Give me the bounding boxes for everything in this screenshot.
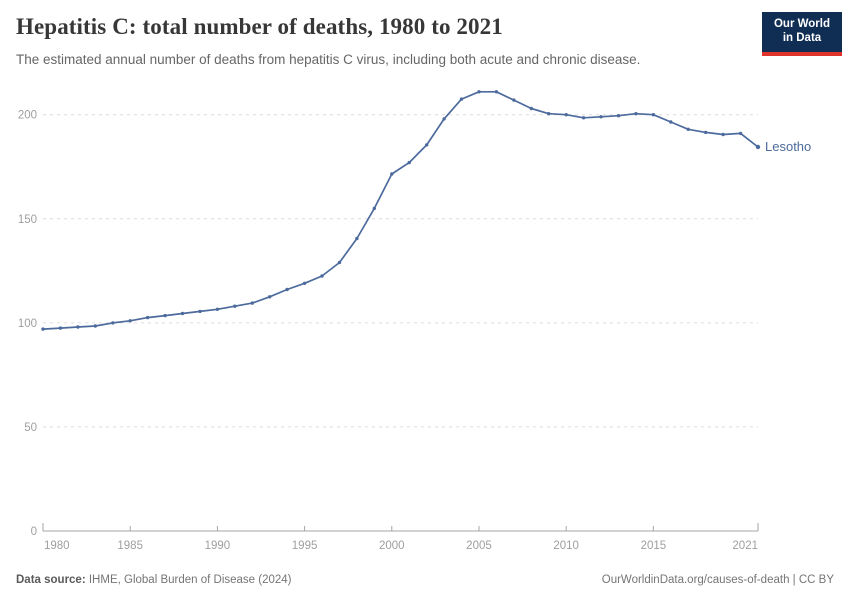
- data-point[interactable]: [704, 130, 708, 135]
- y-axis-tick-label: 100: [18, 318, 37, 330]
- owid-logo[interactable]: Our World in Data: [762, 12, 842, 56]
- data-point[interactable]: [268, 295, 272, 299]
- x-axis-tick-label: 2005: [466, 540, 492, 552]
- data-source-note: Data source: IHME, Global Burden of Dise…: [16, 574, 292, 586]
- data-point[interactable]: [616, 114, 621, 118]
- data-point[interactable]: [302, 281, 307, 285]
- data-point[interactable]: [390, 172, 394, 176]
- x-axis-tick-label: 2021: [732, 540, 758, 552]
- data-point[interactable]: [459, 97, 464, 101]
- data-point[interactable]: [407, 160, 411, 165]
- data-point[interactable]: [686, 127, 690, 131]
- x-axis-tick-label: 2015: [641, 540, 667, 552]
- data-point[interactable]: [425, 143, 429, 147]
- owid-url-license-link[interactable]: OurWorldinData.org/causes-of-death | CC …: [601, 574, 834, 586]
- data-point[interactable]: [180, 311, 185, 316]
- data-point[interactable]: [76, 325, 80, 329]
- data-point[interactable]: [128, 319, 132, 323]
- data-point[interactable]: [372, 206, 376, 211]
- y-axis-tick-label: 50: [24, 422, 37, 434]
- data-point[interactable]: [669, 120, 673, 124]
- x-axis-tick-label: 1985: [117, 540, 143, 552]
- x-axis-tick-label: 1980: [44, 540, 70, 552]
- y-axis-tick-label: 0: [31, 526, 37, 538]
- data-point[interactable]: [564, 113, 568, 117]
- y-axis-tick-label: 150: [18, 214, 37, 226]
- data-point[interactable]: [529, 106, 533, 111]
- x-axis-tick-label: 2000: [379, 540, 405, 552]
- data-point[interactable]: [215, 307, 220, 311]
- data-point[interactable]: [547, 112, 551, 116]
- data-point[interactable]: [250, 301, 254, 305]
- data-point[interactable]: [512, 98, 516, 102]
- data-point[interactable]: [599, 115, 603, 119]
- data-point[interactable]: [233, 304, 237, 308]
- data-point[interactable]: [442, 117, 446, 121]
- x-axis-tick-label: 1995: [292, 540, 318, 552]
- data-point[interactable]: [634, 112, 638, 116]
- data-point[interactable]: [477, 90, 481, 94]
- x-axis-tick-label: 2010: [553, 540, 579, 552]
- data-point[interactable]: [145, 315, 150, 320]
- data-source-value: IHME, Global Burden of Disease (2024): [85, 574, 292, 586]
- data-line-lesotho[interactable]: [42, 90, 759, 330]
- data-point[interactable]: [285, 287, 289, 292]
- data-point[interactable]: [93, 324, 98, 328]
- chart-subtitle: The estimated annual number of deaths fr…: [16, 52, 641, 67]
- data-point[interactable]: [41, 327, 45, 331]
- data-point[interactable]: [198, 309, 202, 314]
- data-point[interactable]: [581, 116, 586, 120]
- data-point[interactable]: [163, 313, 167, 318]
- data-point[interactable]: [355, 236, 359, 241]
- data-source-label: Data source:: [16, 574, 86, 586]
- data-point[interactable]: [494, 90, 499, 94]
- owid-logo-line2: in Data: [782, 32, 822, 45]
- data-point[interactable]: [721, 132, 725, 137]
- data-point[interactable]: [58, 326, 63, 330]
- data-point[interactable]: [738, 131, 743, 136]
- page-title: Hepatitis C: total number of deaths, 198…: [16, 14, 503, 39]
- data-point[interactable]: [111, 321, 115, 325]
- x-axis-tick-label: 1990: [205, 540, 231, 552]
- owid-logo-line1: Our World: [773, 18, 830, 30]
- y-axis-tick-label: 200: [18, 110, 37, 122]
- data-point[interactable]: [651, 113, 656, 117]
- data-point[interactable]: [755, 144, 761, 150]
- data-point[interactable]: [337, 260, 342, 265]
- data-point[interactable]: [320, 274, 324, 278]
- entity-label-lesotho[interactable]: Lesotho: [765, 139, 811, 154]
